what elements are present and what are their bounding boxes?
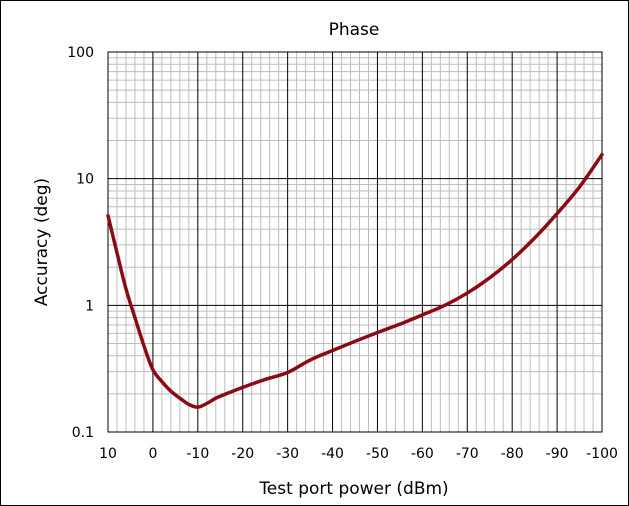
y-tick-label: 100 (67, 45, 94, 61)
y-tick-label: 1 (85, 298, 94, 314)
x-tick-label: 0 (148, 446, 157, 462)
plot-area-border (107, 51, 603, 433)
y-tick-labels: 0.1 1 10 100 (67, 45, 94, 441)
x-tick-label: -100 (586, 446, 618, 462)
x-tick-label: -40 (321, 446, 344, 462)
x-tick-label: -90 (546, 446, 569, 462)
x-tick-label: -80 (501, 446, 524, 462)
x-tick-label: -70 (456, 446, 479, 462)
x-tick-label: -60 (411, 446, 434, 462)
major-grid (107, 51, 603, 433)
y-tick-label: 0.1 (72, 425, 94, 441)
x-tick-label: -30 (276, 446, 299, 462)
x-tick-label: 10 (99, 446, 117, 462)
y-tick-label: 10 (76, 172, 94, 188)
x-axis-label: Test port power (dBm) (258, 479, 448, 499)
minor-grid (108, 52, 602, 432)
chart-title: Phase (329, 20, 380, 40)
series-line-1 (106, 152, 604, 409)
x-tick-label: -10 (186, 446, 209, 462)
x-tick-label: -50 (366, 446, 389, 462)
x-tick-label: -20 (231, 446, 254, 462)
y-axis-label: Accuracy (deg) (32, 178, 52, 306)
x-tick-labels: 10 0 -10 -20 -30 -40 -50 -60 -70 -80 -90 -100 (99, 446, 618, 462)
series-group (106, 152, 604, 409)
